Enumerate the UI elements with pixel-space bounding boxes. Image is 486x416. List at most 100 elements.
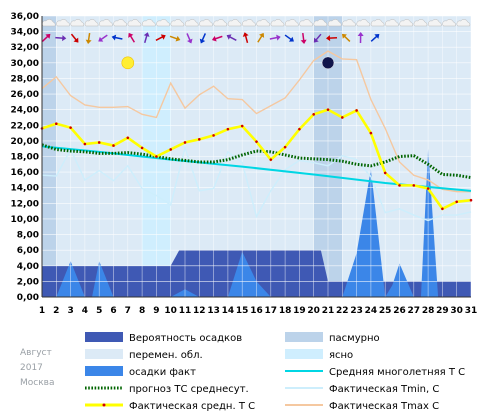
x-tick-label: 18 <box>279 306 292 316</box>
legend: Вероятность осадков пасмурно перемен. обл.… <box>85 332 465 412</box>
actual-mean-point <box>69 126 72 129</box>
cloud-icon <box>456 19 471 27</box>
x-tick-label: 9 <box>153 306 159 316</box>
cloud-icon <box>84 19 99 27</box>
x-tick-label: 30 <box>450 306 463 316</box>
legend-label: Фактическая Tmax C <box>329 401 439 412</box>
actual-mean-point <box>169 148 172 151</box>
legend-item-clear: ясно <box>285 349 353 361</box>
y-tick-label: 16,00 <box>11 168 39 178</box>
cloud-icon <box>427 19 442 27</box>
x-tick-label: 29 <box>436 306 449 316</box>
legend-item-precip_probability: Вероятность осадков <box>85 332 242 344</box>
wind-arrow-icon <box>55 35 67 42</box>
wind-arrow-icon <box>370 33 380 42</box>
actual-mean-point <box>426 187 430 190</box>
actual-mean-point <box>126 136 130 140</box>
actual-mean-point <box>112 144 115 147</box>
y-tick-label: 28,00 <box>11 74 39 84</box>
actual-mean-point <box>183 141 187 144</box>
y-tick-label: 0,00 <box>17 293 39 303</box>
cloud-icon <box>141 19 156 27</box>
actual-mean-point <box>398 184 401 187</box>
legend-label: ясно <box>329 350 353 361</box>
legend-label: Фактическая средн. Т С <box>129 401 255 412</box>
legend-swatch <box>85 366 123 376</box>
cloud-icon <box>327 19 342 27</box>
x-tick-label: 8 <box>139 306 145 316</box>
y-tick-label: 2,00 <box>17 277 39 287</box>
x-tick-label: 25 <box>379 306 392 316</box>
wind-arrow-icon <box>313 33 322 43</box>
legend-item-overcast: пасмурно <box>285 332 380 344</box>
cloud-icon <box>442 19 456 27</box>
actual-mean-point <box>383 171 387 175</box>
cloud-icon <box>356 19 371 27</box>
caption-month: Август <box>20 348 52 358</box>
wind-arrow-icon <box>211 35 223 42</box>
wind-arrow-icon <box>128 32 136 43</box>
wind-arrow-icon <box>326 35 338 42</box>
actual-mean-point <box>97 141 101 144</box>
series-actual-tmax <box>41 50 471 193</box>
cloud-icon <box>284 19 299 27</box>
cloud-icon <box>70 19 85 27</box>
legend-swatch <box>285 332 323 342</box>
cloud-icon <box>399 19 413 27</box>
series-actual-tmin <box>41 145 472 222</box>
caption-year: 2017 <box>20 363 43 373</box>
legend-item-actual_mean: Фактическая средн. Т С <box>85 401 255 412</box>
wind-arrow-icon <box>169 35 181 42</box>
actual-mean-point <box>455 200 459 204</box>
x-tick-label: 7 <box>125 306 131 316</box>
legend-item-partly_cloudy: перемен. обл. <box>85 349 203 361</box>
y-tick-label: 18,00 <box>11 153 39 163</box>
actual-mean-point <box>226 127 230 131</box>
legend-label: перемен. обл. <box>129 350 203 361</box>
cloud-icon <box>156 19 170 27</box>
wind-arrow-icon <box>85 32 92 44</box>
actual-mean-point <box>212 134 215 137</box>
actual-mean-point <box>198 138 201 141</box>
x-tick-label: 1 <box>39 306 45 316</box>
x-tick-label: 21 <box>322 306 335 316</box>
x-tick-label: 2 <box>53 306 59 316</box>
x-tick-label: 26 <box>393 306 406 316</box>
legend-item-forecast_mean: прогноз ТС среднесут. <box>85 384 249 395</box>
legend-item-actual_tmin: Фактическая Tmin, C <box>285 384 439 395</box>
series-long-term-mean <box>41 145 472 192</box>
actual-mean-point <box>255 140 258 143</box>
y-tick-label: 24,00 <box>11 106 39 116</box>
y-tick-label: 10,00 <box>11 215 39 225</box>
cloud-icon <box>199 19 213 27</box>
cloud-icon <box>256 19 270 27</box>
x-tick-label: 4 <box>82 306 88 316</box>
actual-mean-point <box>269 158 273 161</box>
x-tick-label: 13 <box>207 306 220 316</box>
wind-arrow-icon <box>341 33 351 43</box>
wind-arrow-icon <box>111 34 123 41</box>
y-tick-label: 32,00 <box>11 43 39 53</box>
y-tick-label: 26,00 <box>11 90 39 100</box>
x-tick-label: 5 <box>96 306 102 316</box>
caption-city: Москва <box>20 378 54 388</box>
y-tick-label: 4,00 <box>17 262 39 272</box>
x-tick-label: 6 <box>110 306 116 316</box>
wind-arrow-icon <box>357 32 364 44</box>
wind-arrow-icon <box>199 33 207 44</box>
actual-mean-point <box>55 122 58 126</box>
x-tick-label: 12 <box>193 306 206 316</box>
x-tick-label: 3 <box>67 306 73 316</box>
y-tick-label: 12,00 <box>11 199 39 209</box>
legend-label: прогноз ТС среднесут. <box>129 384 249 395</box>
legend-item-long_term_mean: Средняя многолетняя Т С <box>285 367 465 378</box>
x-tick-label: 19 <box>293 306 306 316</box>
wind-arrow-icon <box>242 32 249 44</box>
legend-label: Вероятность осадков <box>129 333 242 344</box>
legend-label: осадки факт <box>129 367 196 378</box>
precipitation-fact-area <box>42 148 471 297</box>
cloud-icon <box>270 19 285 27</box>
wind-arrow-icon <box>155 34 166 41</box>
cloud-icon <box>385 19 399 27</box>
